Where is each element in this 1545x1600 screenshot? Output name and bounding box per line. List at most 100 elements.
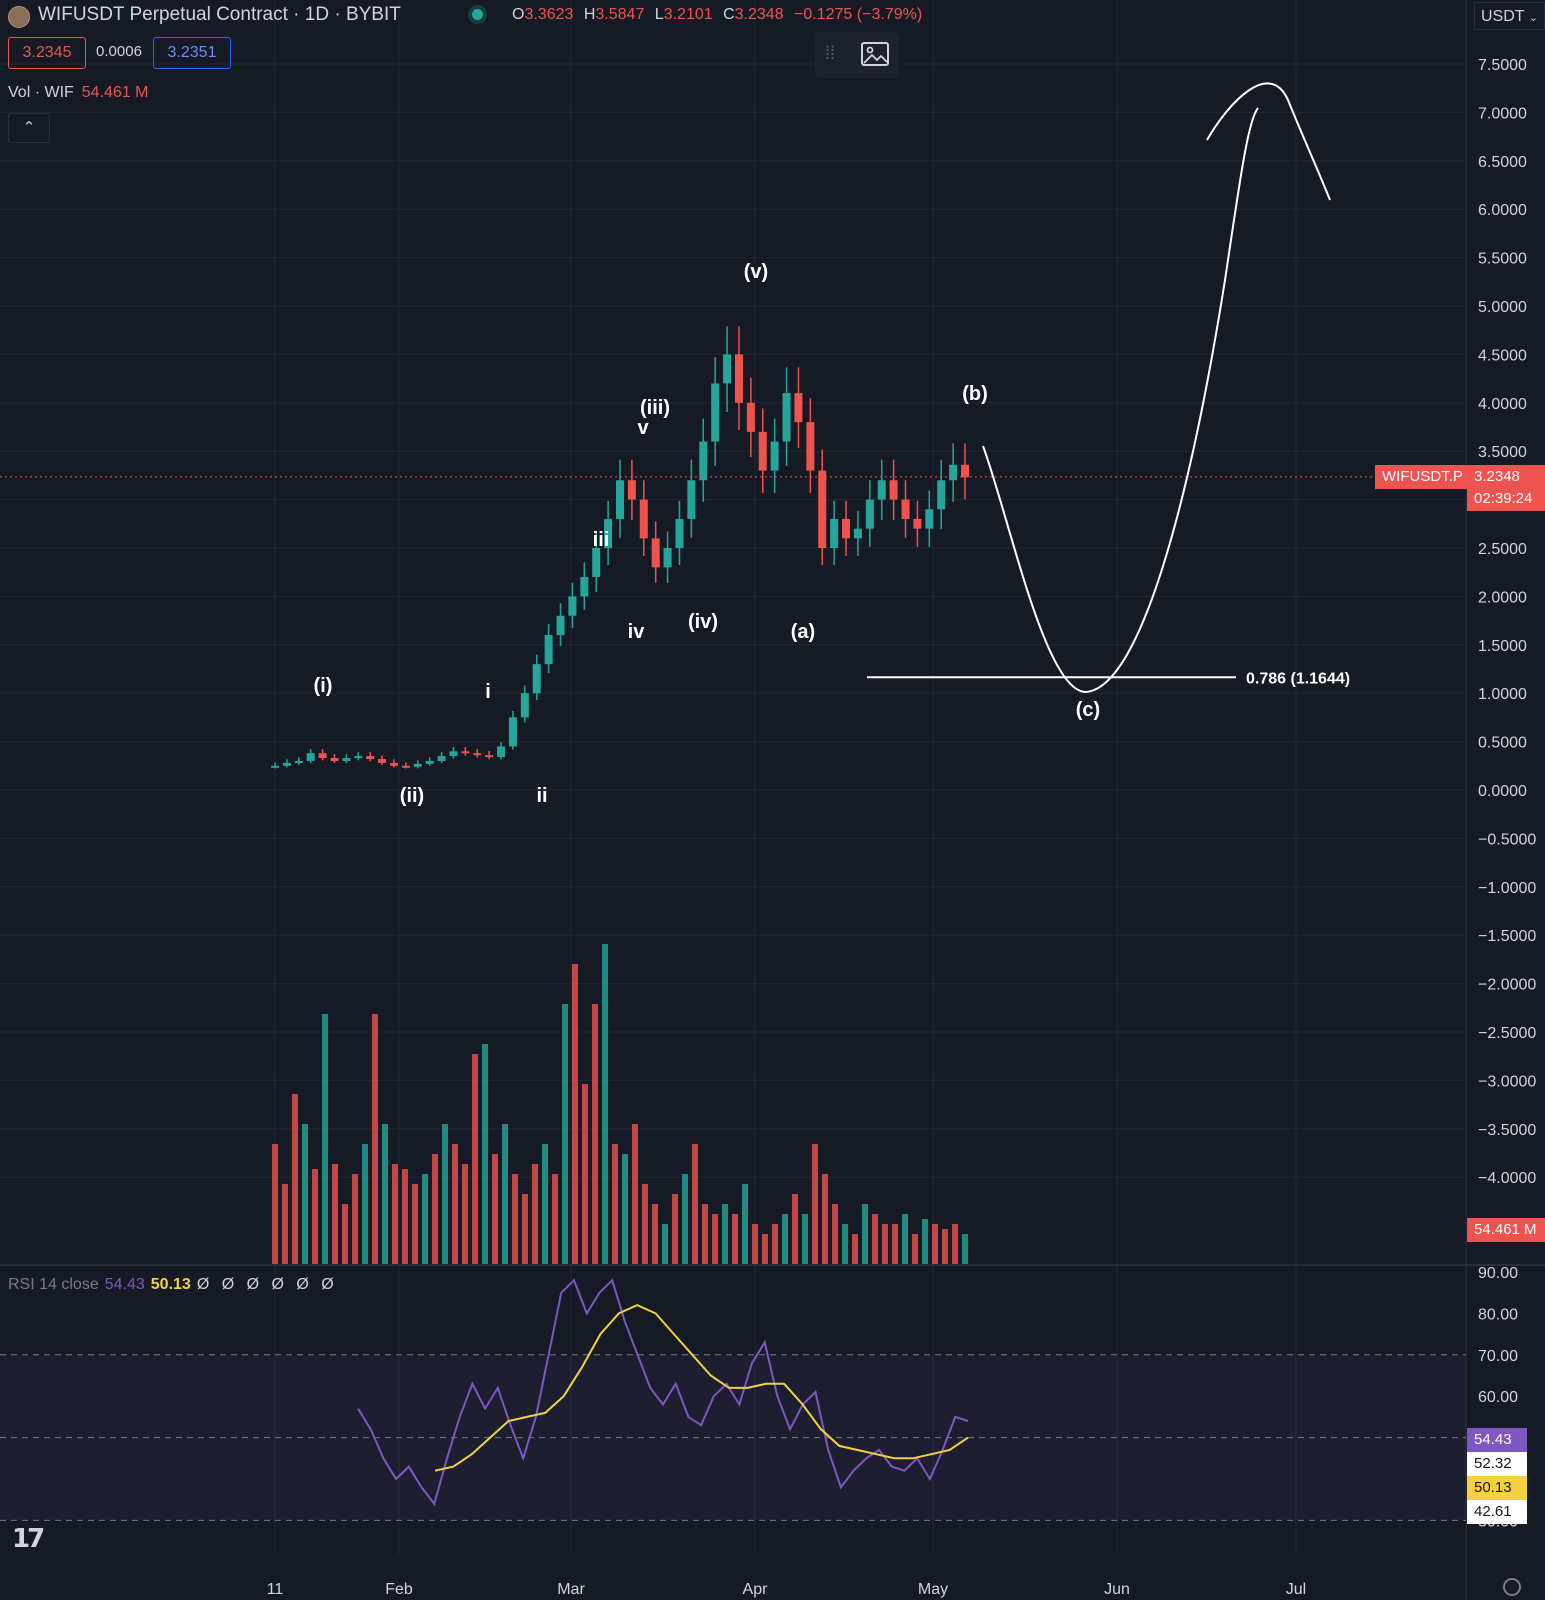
candle-body xyxy=(758,431,767,471)
candle-body xyxy=(913,518,922,529)
price-axis-tick-label: −1.5000 xyxy=(1478,928,1536,945)
volume-bar xyxy=(582,1084,588,1264)
time-axis-tick-label: 11 xyxy=(267,1581,284,1598)
candle-body xyxy=(651,538,660,568)
volume-bar xyxy=(812,1144,818,1264)
volume-bar xyxy=(452,1144,458,1264)
time-axis-tick-label: Jul xyxy=(1286,1581,1306,1598)
volume-bar xyxy=(692,1144,698,1264)
price-axis-tick-label: −2.0000 xyxy=(1478,977,1536,994)
change-value: −0.1275 (−3.79%) xyxy=(794,6,923,23)
low-value: 3.2101 xyxy=(663,6,713,23)
price-axis-tick-label: 0.0000 xyxy=(1478,783,1527,800)
price-axis-tick-label: 2.5000 xyxy=(1478,541,1527,558)
rsi-axis-tick-label: 90.00 xyxy=(1478,1265,1518,1282)
market-status-icon[interactable] xyxy=(472,9,483,20)
candle-body xyxy=(318,753,327,759)
candle-body xyxy=(413,763,422,767)
rsi-axis-tick-label: 60.00 xyxy=(1478,1389,1518,1406)
rsi-band-tag-lower: 42.61 xyxy=(1467,1500,1527,1524)
rsi-value-tag: 54.43 xyxy=(1467,1428,1527,1452)
wave-label: (v) xyxy=(744,261,768,283)
drag-handle-icon[interactable]: ⁞⁞ xyxy=(825,43,836,63)
price-axis-tick-label: 4.5000 xyxy=(1478,347,1527,364)
candle-body xyxy=(544,635,553,665)
candle-body xyxy=(282,762,291,766)
volume-bar xyxy=(272,1144,278,1264)
candle-body xyxy=(961,464,969,478)
chevron-down-icon: ⌄ xyxy=(1528,12,1538,24)
volume-legend[interactable]: Vol · WIF 54.461 M xyxy=(8,84,149,102)
volume-bar xyxy=(372,1014,378,1264)
volume-bar xyxy=(362,1144,368,1264)
volume-bar xyxy=(522,1194,528,1264)
gear-icon[interactable] xyxy=(1503,1578,1521,1596)
candle-body xyxy=(627,480,636,500)
price-axis-tick-label: −3.0000 xyxy=(1478,1073,1536,1090)
volume-bar xyxy=(332,1164,338,1264)
tradingview-logo[interactable]: 17 xyxy=(12,1524,45,1554)
candle-body xyxy=(806,422,815,471)
volume-bar xyxy=(672,1194,678,1264)
sell-button[interactable]: 3.2345 xyxy=(8,37,86,69)
price-axis-tick-label: −3.5000 xyxy=(1478,1122,1536,1139)
volume-bar xyxy=(652,1204,658,1264)
candle-body xyxy=(342,758,351,761)
candle-body xyxy=(294,760,303,763)
currency-selector[interactable]: USDT ⌄ xyxy=(1474,2,1545,30)
last-price-tag: 3.2348 xyxy=(1467,465,1545,489)
volume-bar xyxy=(512,1174,518,1264)
volume-bar xyxy=(772,1224,778,1264)
candle-body xyxy=(485,755,494,758)
price-axis-tick-label: −0.5000 xyxy=(1478,831,1536,848)
price-axis-tick-label: 7.0000 xyxy=(1478,105,1527,122)
volume-bar xyxy=(292,1094,298,1264)
candle-body xyxy=(675,518,684,548)
spread-value: 0.0006 xyxy=(96,43,142,60)
rsi-legend-value: 54.43 xyxy=(104,1276,145,1293)
candle-body xyxy=(794,393,803,423)
price-axis-tick-label: 6.5000 xyxy=(1478,154,1527,171)
volume-bar xyxy=(592,1004,598,1264)
volume-bar xyxy=(532,1164,538,1264)
price-axis-tick-label: −4.0000 xyxy=(1478,1170,1536,1187)
volume-bar xyxy=(752,1224,758,1264)
image-icon[interactable] xyxy=(861,42,889,66)
volume-bar xyxy=(942,1229,948,1264)
volume-bar xyxy=(932,1224,938,1264)
volume-bar xyxy=(702,1204,708,1264)
rsi-legend[interactable]: RSI 14 close 54.43 50.13 Ø Ø Ø Ø Ø Ø xyxy=(8,1276,338,1294)
collapse-legend-button[interactable]: ⌃ xyxy=(8,113,50,143)
buy-button[interactable]: 3.2351 xyxy=(153,37,231,69)
candle-body xyxy=(366,756,375,760)
rsi-axis-tick-label: 70.00 xyxy=(1478,1348,1518,1365)
volume-bar xyxy=(912,1234,918,1264)
candle-body xyxy=(830,518,839,548)
price-axis-tick-label: −1.0000 xyxy=(1478,880,1536,897)
projection-path xyxy=(982,82,1331,694)
volume-bar xyxy=(822,1174,828,1264)
wave-label: iii xyxy=(593,529,610,551)
rsi-band-tag-upper: 52.32 xyxy=(1467,1452,1527,1476)
candle-body xyxy=(901,499,910,519)
rsi-axis-tick-label: 80.00 xyxy=(1478,1306,1518,1323)
volume-bar xyxy=(562,1004,568,1264)
candle-body xyxy=(306,753,315,761)
rsi-ma-tag: 50.13 xyxy=(1467,1476,1527,1500)
volume-bar xyxy=(542,1144,548,1264)
volume-bar xyxy=(872,1214,878,1264)
chart-title[interactable]: WIFUSDT Perpetual Contract · 1D · BYBIT xyxy=(38,4,401,25)
volume-bar xyxy=(442,1124,448,1264)
time-axis-tick-label: Apr xyxy=(743,1581,769,1598)
volume-bar xyxy=(312,1169,318,1264)
volume-bar xyxy=(882,1224,888,1264)
volume-bar xyxy=(402,1169,408,1264)
volume-bar xyxy=(342,1204,348,1264)
volume-bar xyxy=(902,1214,908,1264)
volume-bar xyxy=(572,964,578,1264)
volume-value-tag: 54.461 M xyxy=(1467,1218,1545,1242)
candle-body xyxy=(663,548,672,568)
volume-bar xyxy=(742,1184,748,1264)
